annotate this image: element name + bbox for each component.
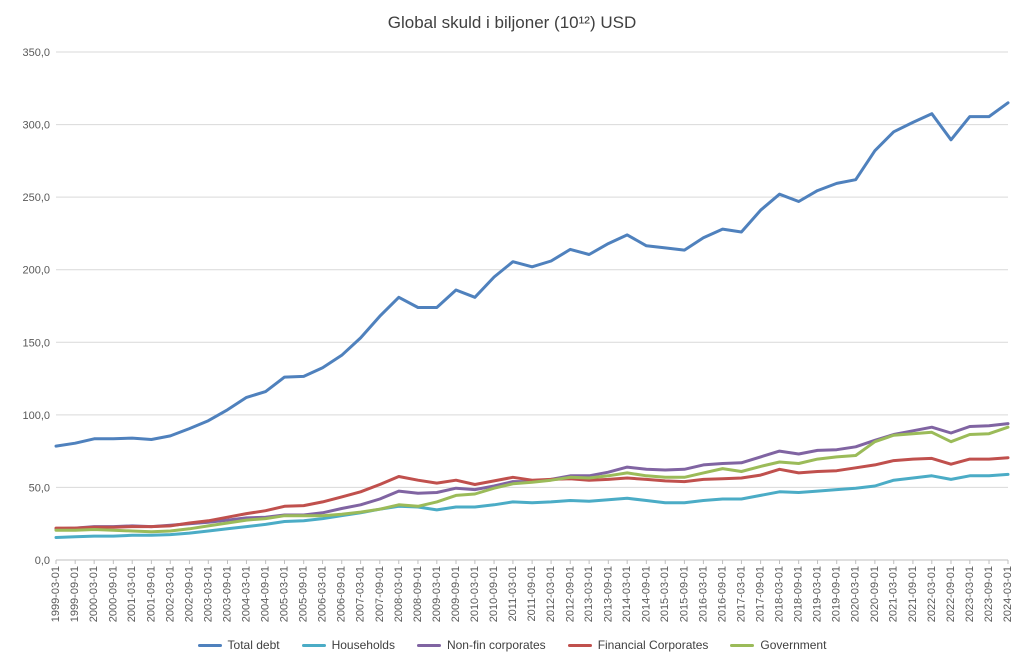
x-tick-label: 2024-03-01 (1002, 566, 1014, 622)
x-tick-label: 2008-03-01 (393, 566, 405, 622)
series-line-households (54, 472, 1010, 539)
x-tick-label: 2019-03-01 (812, 566, 824, 622)
x-tick-label: 2022-09-01 (945, 566, 957, 622)
x-tick-label: 2014-09-01 (640, 566, 652, 622)
legend-item: Total debt (197, 638, 280, 652)
legend-item: Financial Corporates (567, 638, 709, 652)
x-tick-label: 2004-09-01 (260, 566, 272, 622)
x-tick-label: 2003-03-01 (202, 566, 214, 622)
series-line-financial-corporates (54, 456, 1010, 530)
x-axis: 1999-03-01 1999-09-01 2000-03-01 2000-09-01… (50, 559, 1014, 622)
y-tick-label: 0,0 (35, 555, 50, 567)
legend-label: Financial Corporates (597, 638, 709, 652)
x-tick-label: 2010-03-01 (469, 566, 481, 622)
x-tick-label: 2006-09-01 (336, 566, 348, 622)
x-tick-label: 2011-09-01 (526, 566, 538, 621)
x-tick-label: 2004-03-01 (240, 566, 252, 622)
legend-item: Non-fin corporates (416, 638, 546, 652)
x-tick-label: 2016-09-01 (717, 566, 729, 622)
x-tick-label: 2001-09-01 (145, 566, 157, 622)
x-tick-label: 2014-03-01 (621, 566, 633, 622)
x-tick-label: 2001-03-01 (126, 566, 138, 622)
x-tick-label: 2008-09-01 (412, 566, 424, 622)
x-tick-label: 2009-03-01 (431, 566, 443, 622)
legend-label: Non-fin corporates (446, 638, 546, 652)
x-tick-label: 2005-09-01 (298, 566, 310, 622)
x-tick-label: 2013-09-01 (602, 566, 614, 622)
y-tick-label: 200,0 (22, 265, 50, 277)
x-tick-label: 2015-09-01 (678, 566, 690, 622)
y-tick-label: 300,0 (22, 120, 50, 132)
x-tick-label: 2017-09-01 (755, 566, 767, 622)
x-tick-label: 2010-09-01 (488, 566, 500, 622)
y-tick-label: 350,0 (22, 47, 50, 59)
x-tick-label: 1999-03-01 (50, 566, 62, 622)
gridlines (56, 51, 1008, 488)
chart-title: Global skuld i biljoner (10¹²) USD (388, 13, 636, 32)
x-tick-label: 2006-03-01 (317, 566, 329, 622)
series-line-total-debt (54, 101, 1010, 448)
y-tick-label: 150,0 (22, 337, 50, 349)
legend-item: Households (301, 638, 395, 652)
x-tick-label: 2020-09-01 (869, 566, 881, 622)
x-tick-label: 1999-09-01 (69, 566, 81, 622)
y-tick-label: 50,0 (29, 482, 50, 494)
x-tick-label: 2000-09-01 (107, 566, 119, 622)
legend-swatch (567, 643, 592, 647)
x-tick-label: 2002-09-01 (183, 566, 195, 622)
x-tick-label: 2018-09-01 (793, 566, 805, 622)
line-chart: Global skuld i biljoner (10¹²) USD 0,0 50… (22, 13, 1014, 622)
x-tick-label: 2005-03-01 (279, 566, 291, 622)
legend-item: Government (730, 638, 826, 652)
legend-swatch (730, 643, 755, 647)
x-tick-label: 2012-09-01 (564, 566, 576, 622)
y-tick-label: 250,0 (22, 192, 50, 204)
x-tick-label: 2022-03-01 (926, 566, 938, 622)
legend-swatch (197, 643, 222, 647)
x-tick-label: 2023-09-01 (983, 566, 995, 622)
x-tick-label: 2009-09-01 (450, 566, 462, 622)
series-line-non-fin-corporates (54, 422, 1010, 531)
x-tick-label: 2020-03-01 (850, 566, 862, 622)
x-tick-label: 2000-03-01 (88, 566, 100, 622)
x-tick-label: 2013-03-01 (583, 566, 595, 622)
series-lines (54, 101, 1010, 539)
y-axis: 0,0 50,0 100,0 150,0 200,0 250,0 300,0 350,0 (22, 47, 50, 567)
legend-swatch (301, 643, 326, 647)
x-tick-label: 2018-03-01 (773, 566, 785, 622)
x-tick-label: 2015-03-01 (659, 566, 671, 622)
x-tick-label: 2007-09-01 (374, 566, 386, 622)
legend: Total debt Households Non-fin corporates Fi… (0, 638, 1024, 652)
legend-swatch (416, 643, 441, 647)
x-tick-label: 2021-09-01 (907, 566, 919, 622)
series-line-government (54, 425, 1010, 534)
x-tick-label: 2011-03-01 (507, 566, 519, 621)
x-tick-label: 2021-03-01 (888, 566, 900, 622)
x-tick-label: 2016-03-01 (697, 566, 709, 622)
x-tick-label: 2019-09-01 (831, 566, 843, 622)
legend-label: Government (760, 638, 827, 652)
legend-label: Total debt (227, 638, 280, 652)
y-tick-label: 100,0 (22, 410, 50, 422)
x-tick-label: 2017-03-01 (735, 566, 747, 622)
x-tick-label: 2002-03-01 (164, 566, 176, 622)
x-tick-label: 2023-03-01 (964, 566, 976, 622)
x-tick-label: 2003-09-01 (221, 566, 233, 622)
legend-label: Households (331, 638, 395, 652)
x-tick-label: 2012-03-01 (545, 566, 557, 622)
x-tick-label: 2007-03-01 (355, 566, 367, 622)
